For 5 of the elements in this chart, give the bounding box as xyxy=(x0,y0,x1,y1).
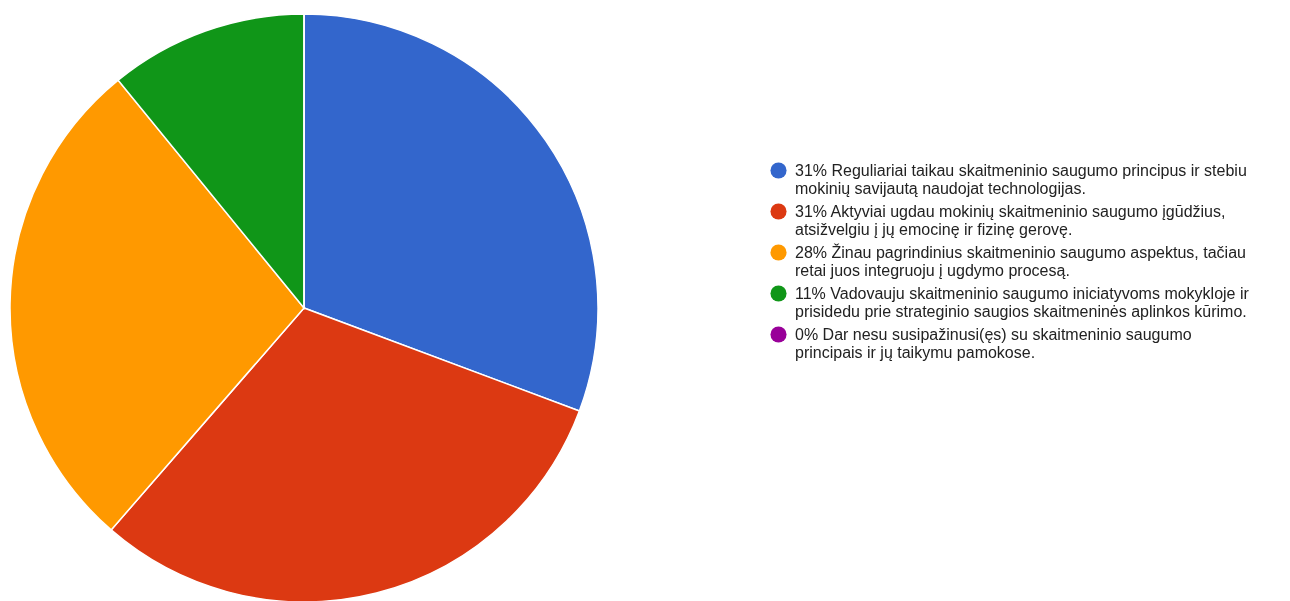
legend-label: 0% Dar nesu susipažinusi(ęs) su skaitmeninio saugumo principais ir jų taikymu pamokose. xyxy=(795,325,1192,361)
legend-label: 31% Aktyviai ugdau mokinių skaitmeninio saugumo įgūdžius, atsižvelgiu į jų emocinę ir fizinę gerovę. xyxy=(795,202,1226,238)
legend-label: 31% Reguliariai taikau skaitmeninio saugumo principus ir stebiu mokinių savijautą naudojat technologijas. xyxy=(795,161,1247,197)
legend-label: 28% Žinau pagrindinius skaitmeninio saugumo aspektus, tačiau retai juos integruoju į ugdymo procesą. xyxy=(795,242,1246,279)
legend-label: 11% Vadovauju skaitmeninio saugumo iniciatyvoms mokykloje ir prisidedu prie strateginio saugios skaitmeninės aplinkos kūrimo. xyxy=(795,284,1250,320)
